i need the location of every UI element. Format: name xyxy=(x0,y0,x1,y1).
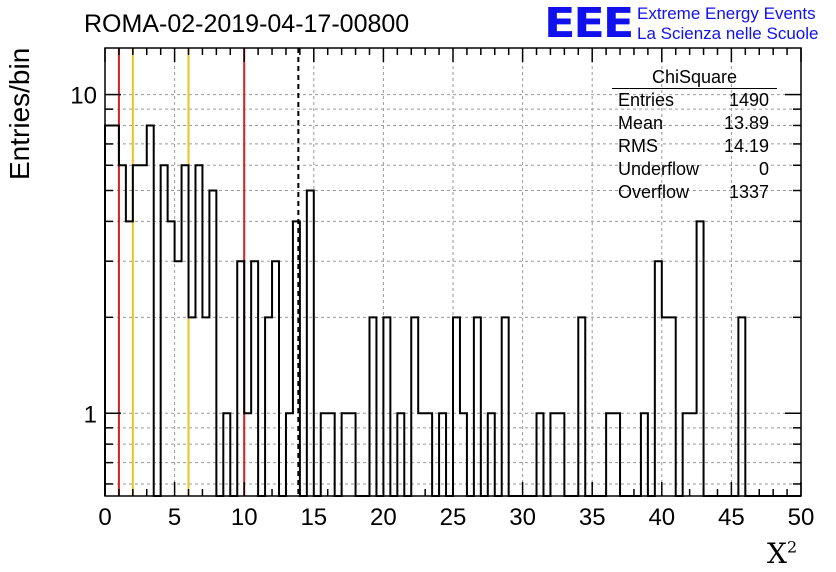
x-axis-label-sup: 2 xyxy=(786,537,798,557)
histogram-bin xyxy=(251,261,258,496)
logo-line-1: Extreme Energy Events xyxy=(637,4,816,23)
x-axis-label-base: X xyxy=(767,537,787,570)
x-axis-label: X2 xyxy=(767,537,797,570)
logo-line-2: La Scienza nelle Scuole xyxy=(637,24,819,43)
histogram-bin xyxy=(133,165,140,496)
histogram-bin xyxy=(453,317,460,496)
stats-row: Overflow 1337 xyxy=(612,181,777,204)
x-tick-label: 35 xyxy=(579,504,606,531)
histogram-bin xyxy=(474,317,481,496)
x-tick-label: 45 xyxy=(718,504,745,531)
x-tick-label: 40 xyxy=(648,504,675,531)
tick-labels: 0 5 10 15 20 25 30 35 40 45 50 1 10 xyxy=(70,83,814,531)
histogram-bin xyxy=(369,317,376,496)
stats-title: ChiSquare xyxy=(612,66,777,89)
x-tick-label: 0 xyxy=(98,504,111,531)
histogram-bin xyxy=(578,317,585,496)
histogram-bin xyxy=(411,317,418,496)
x-tick-label: 30 xyxy=(509,504,536,531)
x-tick-label: 25 xyxy=(440,504,467,531)
y-tick-label: 1 xyxy=(84,401,97,428)
histogram-bin xyxy=(189,317,196,496)
histogram-bin xyxy=(119,165,126,496)
histogram-bin xyxy=(209,191,216,496)
histogram-bin xyxy=(126,221,133,496)
histogram-bin xyxy=(237,261,244,496)
axes xyxy=(104,47,802,497)
histogram-bin xyxy=(383,317,390,496)
stats-label: Underflow xyxy=(618,159,700,179)
x-tick-label: 5 xyxy=(168,504,181,531)
stats-value: 14.19 xyxy=(723,136,769,156)
histogram-bin xyxy=(738,317,745,496)
x-tick-label: 20 xyxy=(370,504,397,531)
histogram-bin xyxy=(307,191,314,496)
stats-value: 0 xyxy=(758,159,769,179)
histogram-bin xyxy=(697,221,704,496)
stats-label: Mean xyxy=(618,113,664,133)
stats-row: Entries 1490 xyxy=(612,89,777,112)
histogram-bin xyxy=(195,165,202,496)
stats-label: RMS xyxy=(618,136,658,156)
stats-value: 13.89 xyxy=(723,113,769,133)
stats-row: Underflow 0 xyxy=(612,158,777,181)
stats-row: RMS 14.19 xyxy=(612,135,777,158)
histogram-bin xyxy=(272,261,279,496)
histogram-bin xyxy=(202,317,209,496)
histogram-bars xyxy=(104,124,801,497)
x-tick-label: 15 xyxy=(300,504,327,531)
x-tick-label: 50 xyxy=(788,504,815,531)
histogram-bin xyxy=(105,125,112,496)
stats-value: 1337 xyxy=(728,182,769,202)
histogram-bin xyxy=(140,165,147,496)
stats-label: Entries xyxy=(618,90,675,110)
stats-value: 1490 xyxy=(728,90,769,110)
histogram-bin xyxy=(502,317,509,496)
histogram-bin xyxy=(265,317,272,496)
histogram-bin xyxy=(112,125,119,496)
stats-box: ChiSquare Entries 1490 Mean 13.89 RMS 14.19… xyxy=(612,66,777,204)
histogram-bin xyxy=(161,165,168,496)
eee-logo: EEE xyxy=(544,0,634,47)
stats-label: Overflow xyxy=(618,182,690,202)
histogram-bin xyxy=(147,125,154,496)
histogram-outline xyxy=(104,124,801,497)
y-tick-label: 10 xyxy=(70,83,97,110)
y-axis-label: Entries/bin xyxy=(4,47,35,180)
histogram-bin xyxy=(669,317,676,496)
histogram-bin xyxy=(175,261,182,496)
histogram-bin xyxy=(182,165,189,496)
histogram-bin xyxy=(655,261,662,496)
stats-row: Mean 13.89 xyxy=(612,112,777,135)
histogram-bin xyxy=(662,317,669,496)
x-tick-label: 10 xyxy=(231,504,258,531)
chart-title: ROMA-02-2019-04-17-00800 xyxy=(84,10,410,38)
histogram-bin xyxy=(168,221,175,496)
